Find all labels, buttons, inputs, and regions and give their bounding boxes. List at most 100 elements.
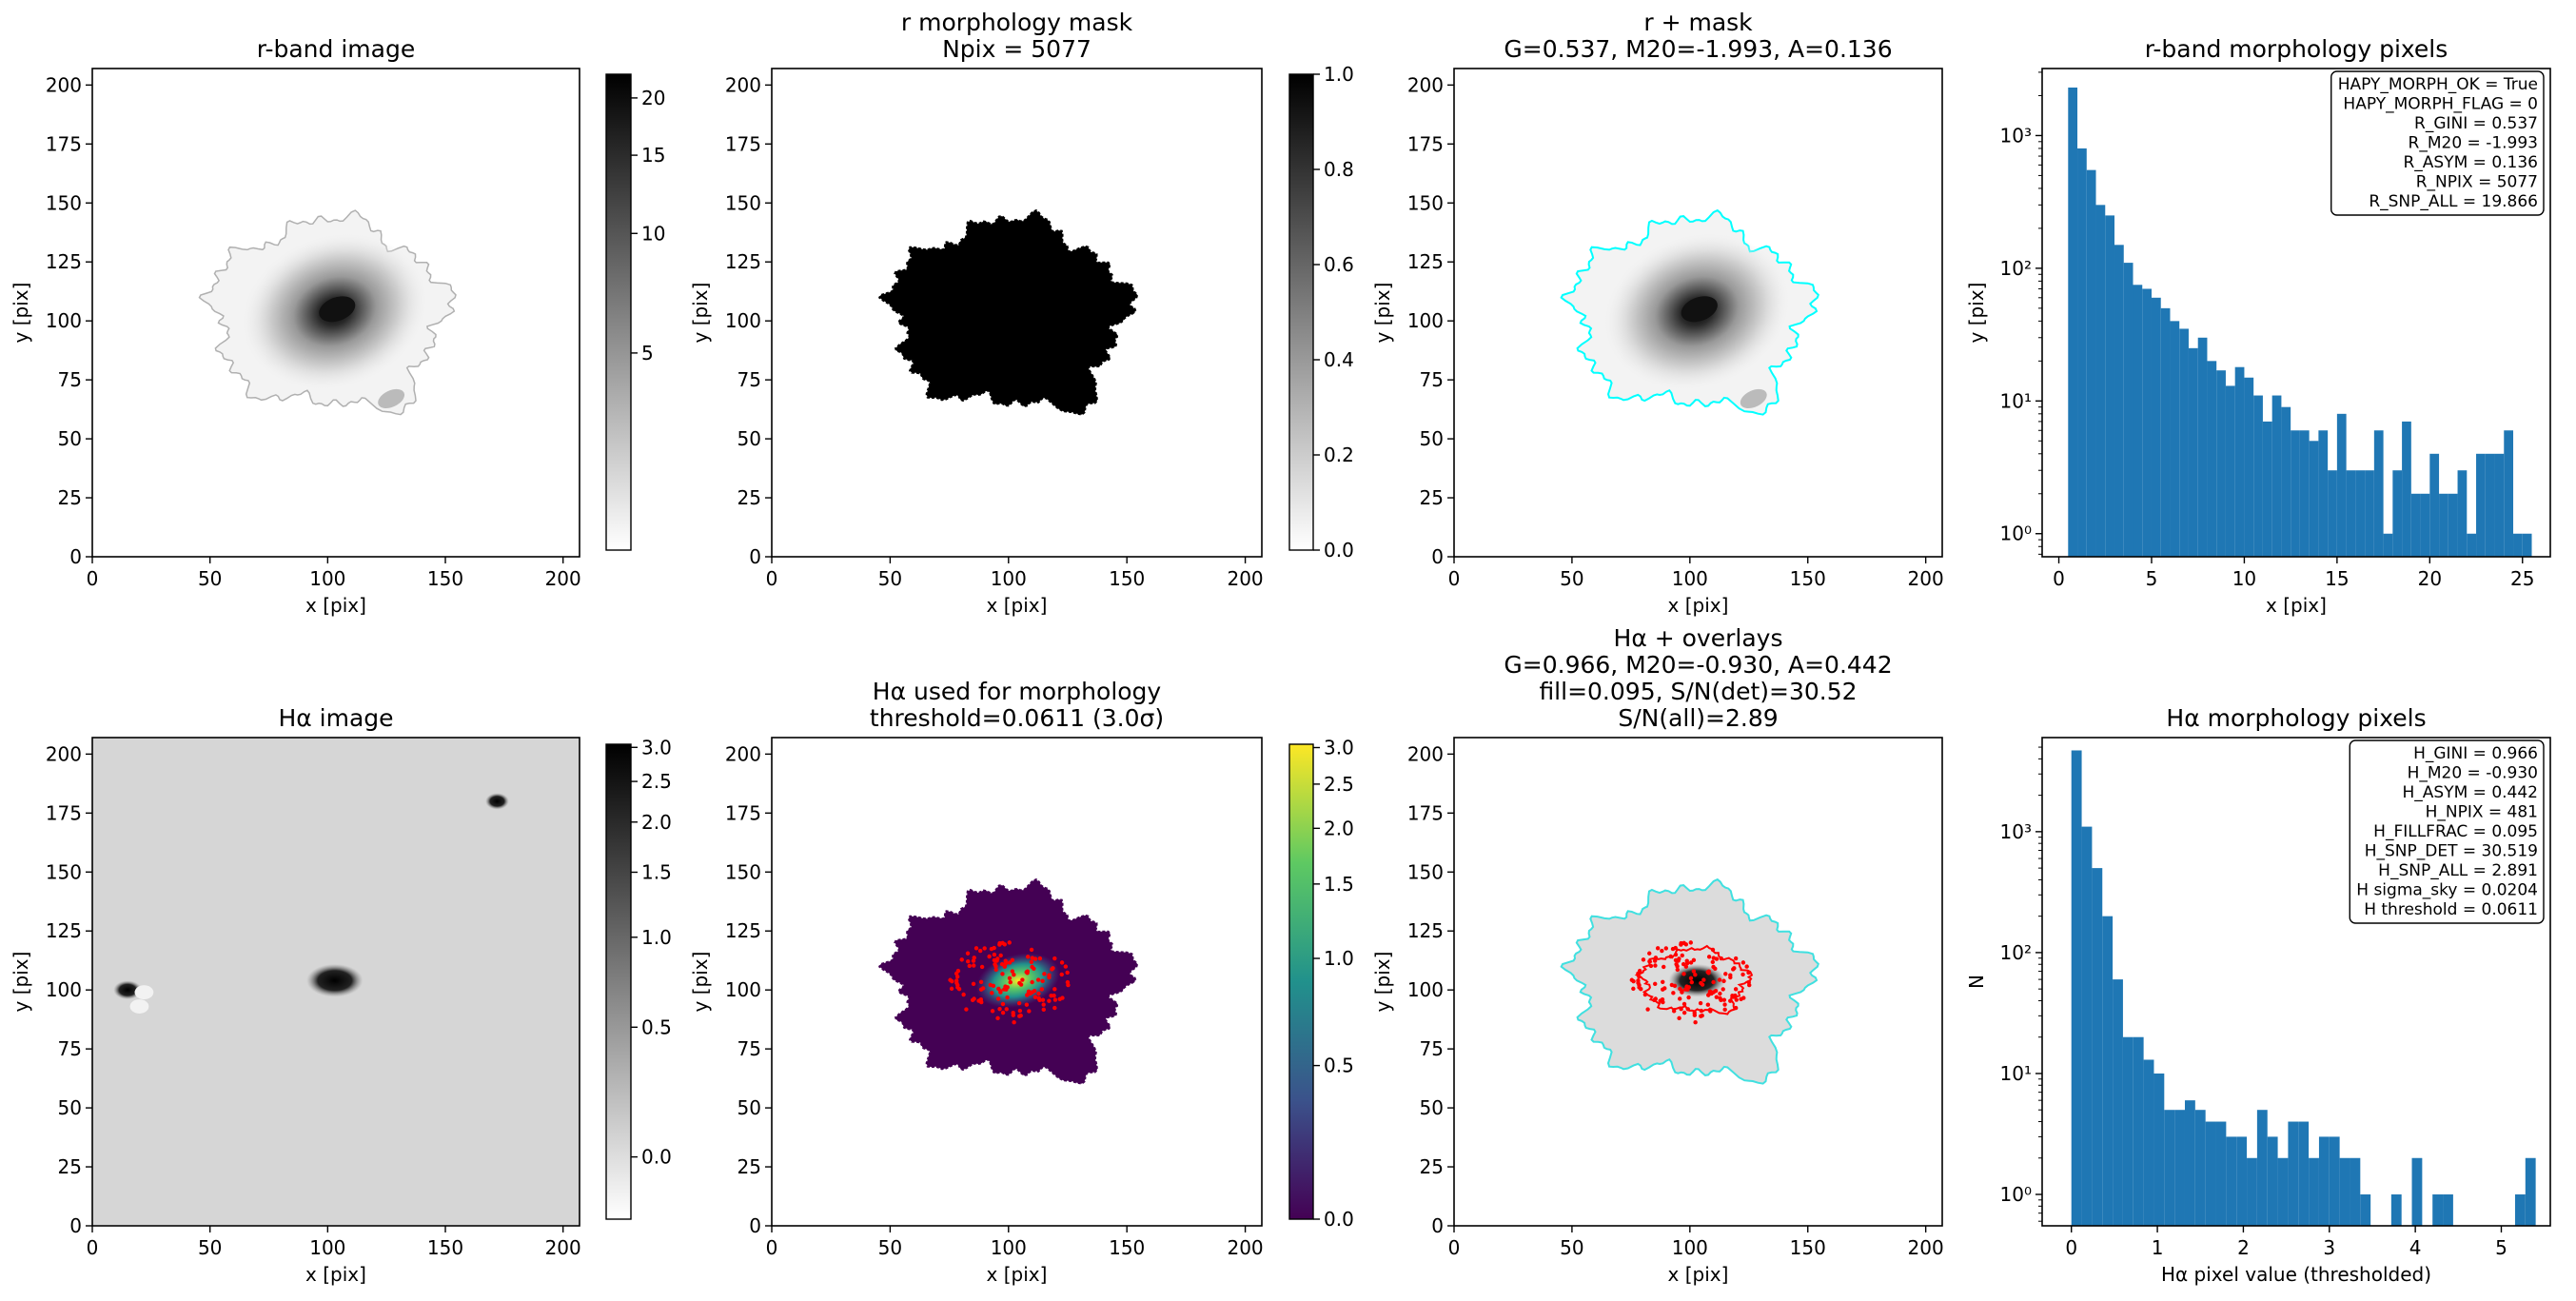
bar — [2329, 1136, 2340, 1226]
detected-pixel — [1029, 947, 1034, 953]
annotation: H_GINI = 0.966 — [2413, 744, 2538, 763]
bar — [2236, 1136, 2248, 1226]
colorbar-tick-label: 1.0 — [1324, 63, 1354, 86]
y-tick-label: 0 — [69, 1214, 82, 1237]
detected-pixel — [955, 982, 960, 988]
x-tick-label: 150 — [427, 567, 463, 590]
detected-pixel — [979, 964, 985, 970]
detected-pixel — [1678, 986, 1682, 992]
bar — [2256, 1110, 2268, 1226]
detected-pixel — [1025, 955, 1031, 959]
detected-pixel — [1691, 969, 1697, 974]
bar — [2360, 1194, 2371, 1226]
detected-pixel — [1059, 972, 1064, 977]
bar — [2494, 453, 2505, 557]
detected-pixel — [1663, 946, 1669, 951]
y-axis-label: y [pix] — [1371, 952, 1394, 1013]
colorbar-tick-label: 2.5 — [1324, 773, 1354, 796]
detected-pixel — [1705, 1002, 1711, 1007]
colorbar-tick-label: 1.5 — [1324, 873, 1354, 896]
galaxy-core — [1681, 296, 1718, 323]
bar — [2102, 916, 2114, 1226]
detected-pixel — [1065, 970, 1070, 976]
annotation: H_SNP_ALL = 2.891 — [2378, 861, 2538, 880]
x-axis-label: x [pix] — [987, 1263, 1048, 1286]
x-tick-label: 3 — [2323, 1236, 2335, 1259]
bar — [2113, 979, 2123, 1226]
colorbar-tick-label: 2.5 — [641, 770, 672, 793]
detected-pixel — [1024, 1002, 1030, 1007]
annotation: H_FILLFRAC = 0.095 — [2373, 822, 2538, 841]
x-axis-label: x [pix] — [305, 594, 366, 617]
y-tick-label: 50 — [737, 427, 761, 450]
x-tick-label: 0 — [87, 1236, 99, 1259]
source — [113, 980, 142, 1000]
chart-title: r morphology mask — [901, 9, 1133, 36]
bar — [2225, 385, 2235, 557]
bar — [2402, 421, 2411, 557]
x-tick-label: 5 — [2146, 567, 2158, 590]
colorbar-tick-label: 10 — [641, 222, 665, 245]
bar — [2160, 307, 2171, 557]
y-tick-label: 50 — [58, 1096, 82, 1119]
x-tick-label: 50 — [878, 1236, 902, 1259]
detected-pixel — [1653, 956, 1659, 960]
detected-pixel — [1007, 960, 1013, 965]
detected-pixel — [1688, 960, 1694, 965]
colorbar-tick-label: 3.0 — [1324, 736, 1354, 759]
detected-pixel — [1740, 972, 1745, 977]
bar — [2439, 493, 2448, 557]
detected-pixel — [1647, 951, 1652, 956]
y-tick-label: 200 — [725, 73, 761, 96]
y-tick-label: 125 — [1407, 250, 1444, 273]
plot-area — [877, 877, 1139, 1085]
detected-pixel — [1688, 976, 1694, 981]
detected-pixel — [1728, 998, 1733, 1003]
bar — [2392, 470, 2403, 557]
bar — [2092, 868, 2103, 1226]
bar — [2373, 430, 2384, 557]
bar — [2298, 1121, 2310, 1226]
bar — [2522, 533, 2532, 557]
detected-pixel — [1040, 978, 1045, 983]
bar — [2432, 1194, 2444, 1226]
chart-title: Hα image — [278, 704, 393, 732]
bar — [2114, 245, 2124, 557]
detected-pixel — [1673, 952, 1679, 957]
bar — [2170, 321, 2180, 557]
x-tick-label: 150 — [1109, 1236, 1145, 1259]
chart-title: r-band image — [257, 35, 415, 63]
x-tick-label: 150 — [1790, 1236, 1826, 1259]
detected-pixel — [965, 951, 971, 956]
bar — [2133, 1036, 2144, 1226]
panel: 0 50 100 150 200 0 25 50 75 100 125 150 175 200 x [pix… — [10, 704, 672, 1286]
panel: 0 50 100 150 200 0 25 50 75 100 125 150 175 200 x [pix… — [689, 9, 1354, 617]
detected-pixel — [1660, 996, 1665, 1002]
detected-pixel — [995, 996, 1001, 1001]
detected-pixel — [1733, 987, 1739, 992]
detected-pixel — [1683, 942, 1689, 947]
detected-pixel — [950, 978, 954, 984]
detected-pixel — [1700, 1013, 1704, 1018]
detected-pixel — [1691, 957, 1697, 963]
detected-pixel — [1047, 973, 1052, 977]
detected-pixel — [990, 991, 994, 995]
axes-frame — [91, 737, 580, 1227]
detected-pixel — [998, 953, 1003, 958]
detected-pixel — [1693, 973, 1698, 977]
y-tick-label: 25 — [1420, 1155, 1444, 1178]
detected-pixel — [1639, 987, 1643, 992]
detected-pixel — [1673, 957, 1679, 963]
annotation: H_ASYM = 0.442 — [2403, 783, 2538, 802]
chart-title: r-band morphology pixels — [2145, 35, 2448, 63]
detected-pixel — [1713, 966, 1718, 971]
colorbar — [605, 73, 632, 551]
x-tick-label: 100 — [991, 567, 1027, 590]
y-tick-label: 0 — [1431, 545, 1444, 568]
colorbar-tick-label: 0.0 — [1324, 539, 1354, 562]
bar — [2086, 169, 2096, 557]
bar — [2142, 288, 2152, 557]
detected-pixel — [1672, 983, 1678, 989]
colorbar-tick-label: 20 — [641, 87, 665, 109]
detected-pixel — [1721, 987, 1725, 992]
